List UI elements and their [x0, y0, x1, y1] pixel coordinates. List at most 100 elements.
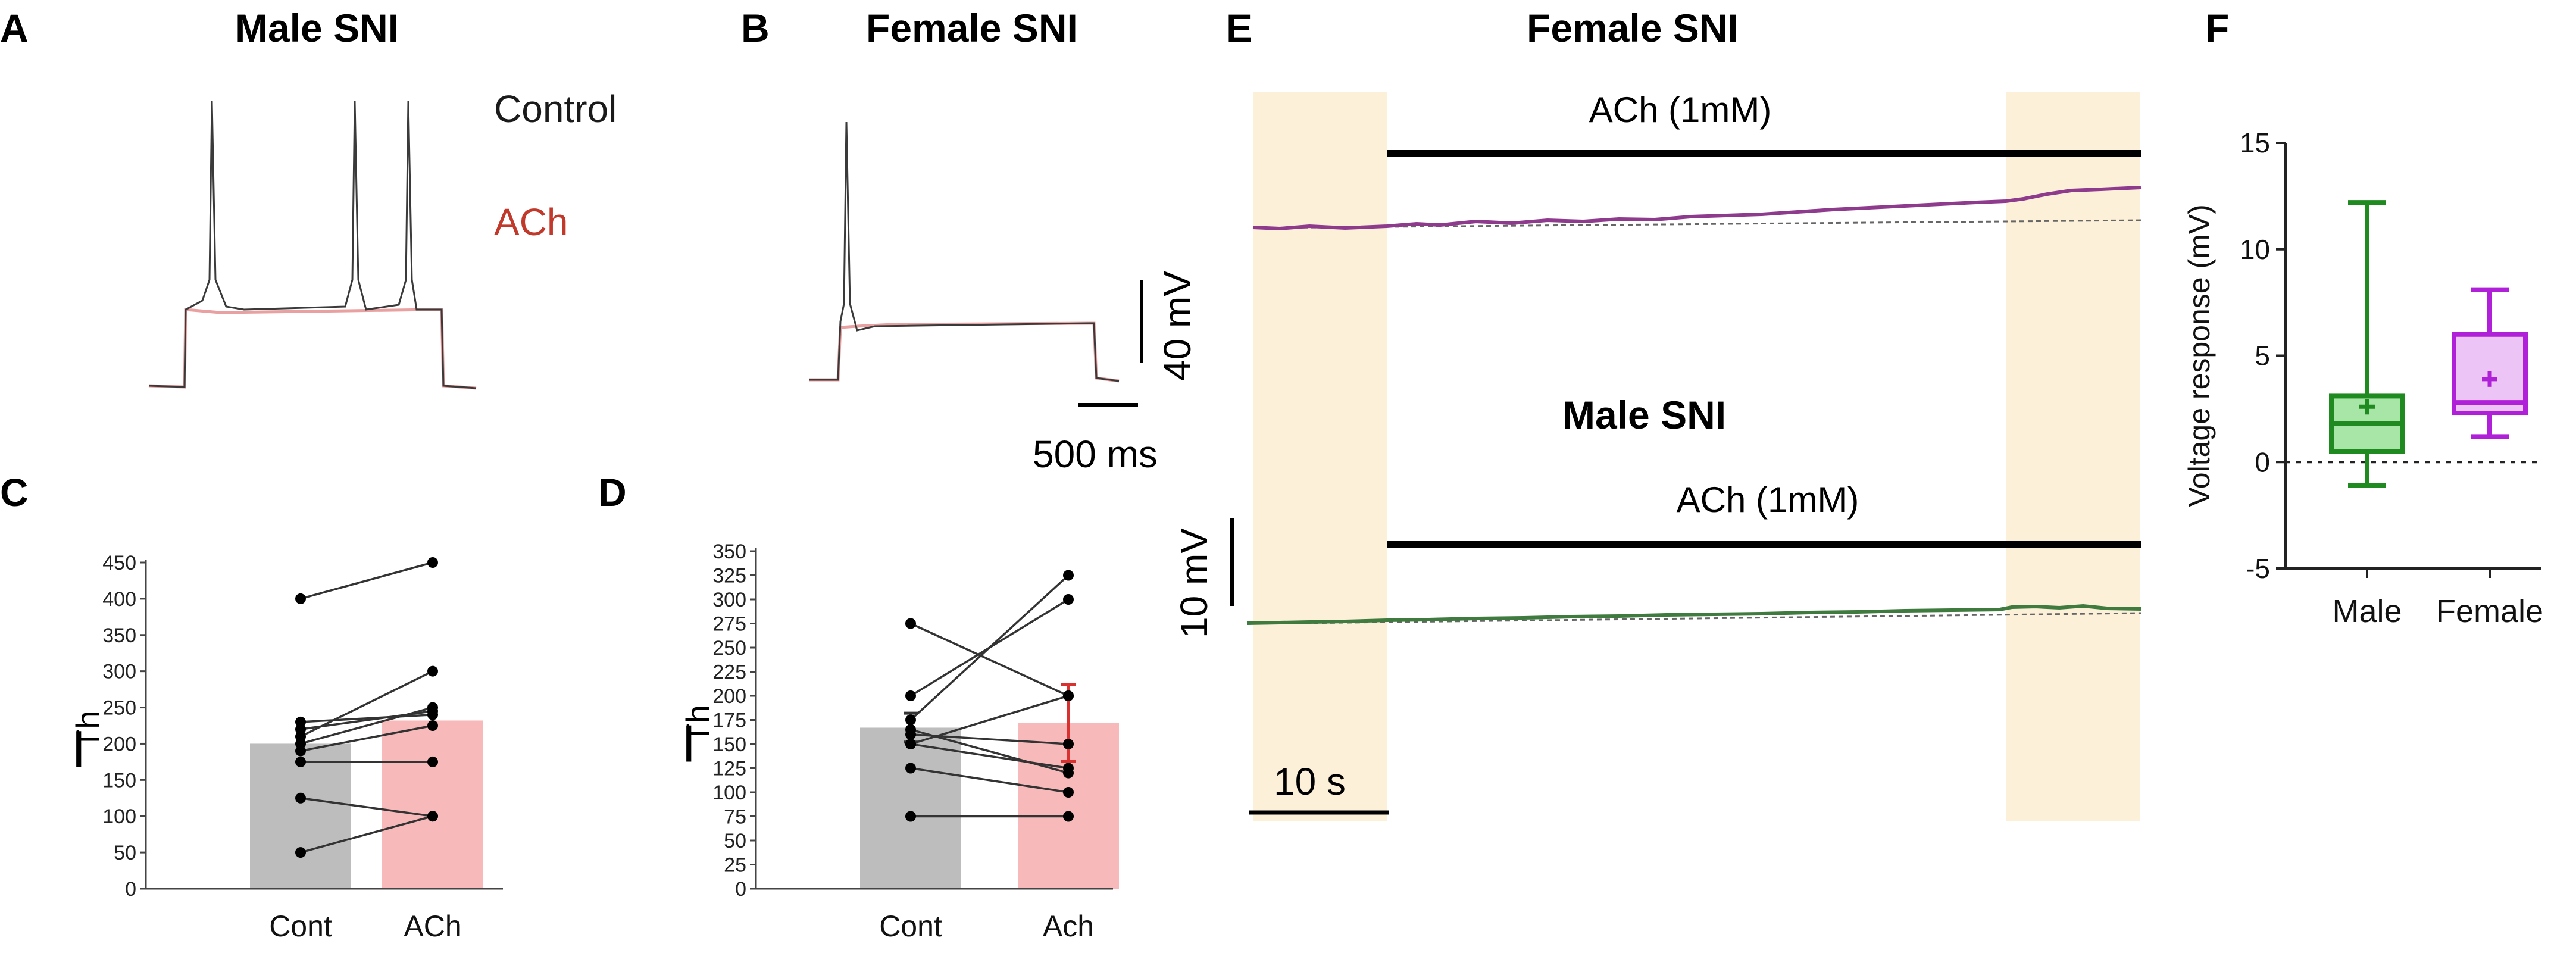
pair-point — [1063, 811, 1074, 822]
y-tick-label: 125 — [712, 758, 746, 780]
panel-c-letter: C — [0, 470, 29, 514]
panel-b-letter: B — [741, 6, 770, 50]
panel-e-drug-label-bottom: ACh (1mM) — [1677, 480, 1859, 520]
y-tick-label: 200 — [712, 685, 746, 708]
y-axis-label: I — [71, 720, 86, 779]
y-tick-label: 300 — [102, 661, 136, 683]
pair-point — [905, 729, 916, 740]
panel-e-letter: E — [1226, 6, 1252, 50]
y-tick-label: 25 — [724, 854, 746, 877]
panel-e-title-male: Male SNI — [1562, 393, 1726, 437]
y-tick-label: 300 — [712, 589, 746, 611]
pair-point — [1063, 690, 1074, 701]
y-tick-label: -5 — [2246, 553, 2270, 584]
pair-point — [427, 665, 438, 677]
pair-point — [1063, 787, 1074, 798]
panel-a: A Male SNI Control ACh — [0, 6, 617, 390]
x-tick-label: Female — [2436, 593, 2543, 629]
y-tick-label: 175 — [712, 710, 746, 732]
panel-e-male-baseline — [1246, 612, 2142, 625]
panel-b-scale-v-label: 40 mV — [1156, 271, 1199, 381]
pair-line — [300, 815, 433, 854]
y-axis-label-sub: Th — [69, 711, 107, 749]
pair-point — [905, 714, 916, 726]
y-tick-label: 50 — [724, 830, 746, 852]
pair-point — [295, 756, 306, 767]
y-tick-label: 5 — [2255, 340, 2270, 371]
y-axis-label: I — [681, 714, 696, 773]
panel-a-letter: A — [0, 6, 29, 50]
y-tick-label: 100 — [102, 805, 136, 828]
y-tick-label: 0 — [125, 878, 136, 901]
pair-line — [910, 743, 1069, 770]
bar-cont — [250, 743, 351, 889]
x-tick-label: Cont — [879, 910, 942, 943]
pair-line — [300, 797, 433, 817]
panel-e-female-trace — [1252, 186, 2142, 231]
pair-point — [1063, 739, 1074, 749]
y-tick-label: 10 — [2240, 234, 2270, 265]
pair-line — [910, 598, 1069, 697]
pair-line — [300, 670, 433, 738]
panel-d-chart: 0255075100125150175200225250275300325350… — [679, 540, 1119, 943]
x-tick-label: Ach — [1043, 910, 1094, 943]
panel-a-title: Male SNI — [235, 6, 399, 50]
pair-line — [910, 767, 1069, 793]
panel-e-scale-t-label: 10 s — [1274, 760, 1346, 803]
x-tick-label: Cont — [269, 910, 332, 943]
panel-a-legend-control: Control — [494, 88, 617, 130]
y-tick-label: 0 — [735, 878, 746, 901]
pair-line — [300, 713, 433, 723]
pair-point — [1063, 570, 1074, 581]
y-tick-label: 325 — [712, 565, 746, 588]
panel-a-legend-ach: ACh — [494, 201, 568, 243]
y-tick-label: 200 — [102, 733, 136, 755]
pair-line — [910, 622, 1069, 697]
panel-d: D 02550751001251501752002252502753003253… — [598, 470, 1119, 943]
pair-point — [427, 709, 438, 720]
panel-e-female-baseline — [1252, 219, 2142, 229]
y-tick-label: 50 — [114, 842, 136, 864]
y-tick-label: 450 — [102, 552, 136, 574]
y-tick-label: 100 — [712, 782, 746, 804]
panel-e: E Female SNI ACh (1mM) Male SNI ACh (1mM… — [1173, 6, 2142, 821]
y-axis-label-sub: Th — [679, 705, 717, 743]
panel-f-chart: -5 0 5 10 15 Male Female Voltage response (mV) — [2183, 127, 2543, 629]
bar-ach — [382, 720, 483, 889]
pair-point — [295, 731, 306, 742]
y-tick-label: 15 — [2240, 127, 2270, 158]
pair-point — [427, 811, 438, 822]
panel-c: C 0 50 100 150 200 250 300 350 400 450 Cont ACh ITh — [0, 470, 503, 943]
y-tick-label: 250 — [102, 697, 136, 720]
pair-point — [295, 847, 306, 858]
pair-line — [910, 733, 1069, 745]
pair-point — [905, 618, 916, 629]
y-tick-label: 75 — [724, 806, 746, 829]
panel-e-washout-shade — [2006, 92, 2140, 821]
panel-b: B Female SNI 40 mV 500 ms — [741, 6, 1199, 476]
y-tick-label: 350 — [712, 540, 746, 563]
bar-cont — [860, 727, 961, 889]
panel-a-ach-trace — [148, 308, 477, 390]
pair-point — [295, 716, 306, 727]
panel-b-ach-trace — [809, 321, 1120, 383]
pair-point — [905, 690, 916, 701]
y-tick-label: 400 — [102, 588, 136, 611]
pair-point — [427, 720, 438, 731]
pair-point — [1063, 767, 1074, 779]
pair-point — [905, 811, 916, 822]
panel-c-chart: 0 50 100 150 200 250 300 350 400 450 Cont ACh ITh — [69, 552, 503, 943]
y-tick-label: 0 — [2255, 446, 2270, 477]
pair-point — [1063, 594, 1074, 605]
x-tick-label: ACh — [404, 910, 461, 943]
panel-b-scale-t-label: 500 ms — [1033, 433, 1158, 476]
panel-d-letter: D — [598, 470, 627, 514]
pair-point — [427, 557, 438, 568]
y-tick-label: 150 — [102, 769, 136, 792]
panel-e-baseline-shade — [1253, 92, 1387, 821]
panel-b-control-trace — [809, 121, 1120, 382]
panel-e-title-female: Female SNI — [1527, 6, 1739, 50]
pair-point — [905, 739, 916, 749]
panel-e-scale-v-label: 10 mV — [1173, 528, 1215, 638]
y-tick-label: 225 — [712, 661, 746, 684]
